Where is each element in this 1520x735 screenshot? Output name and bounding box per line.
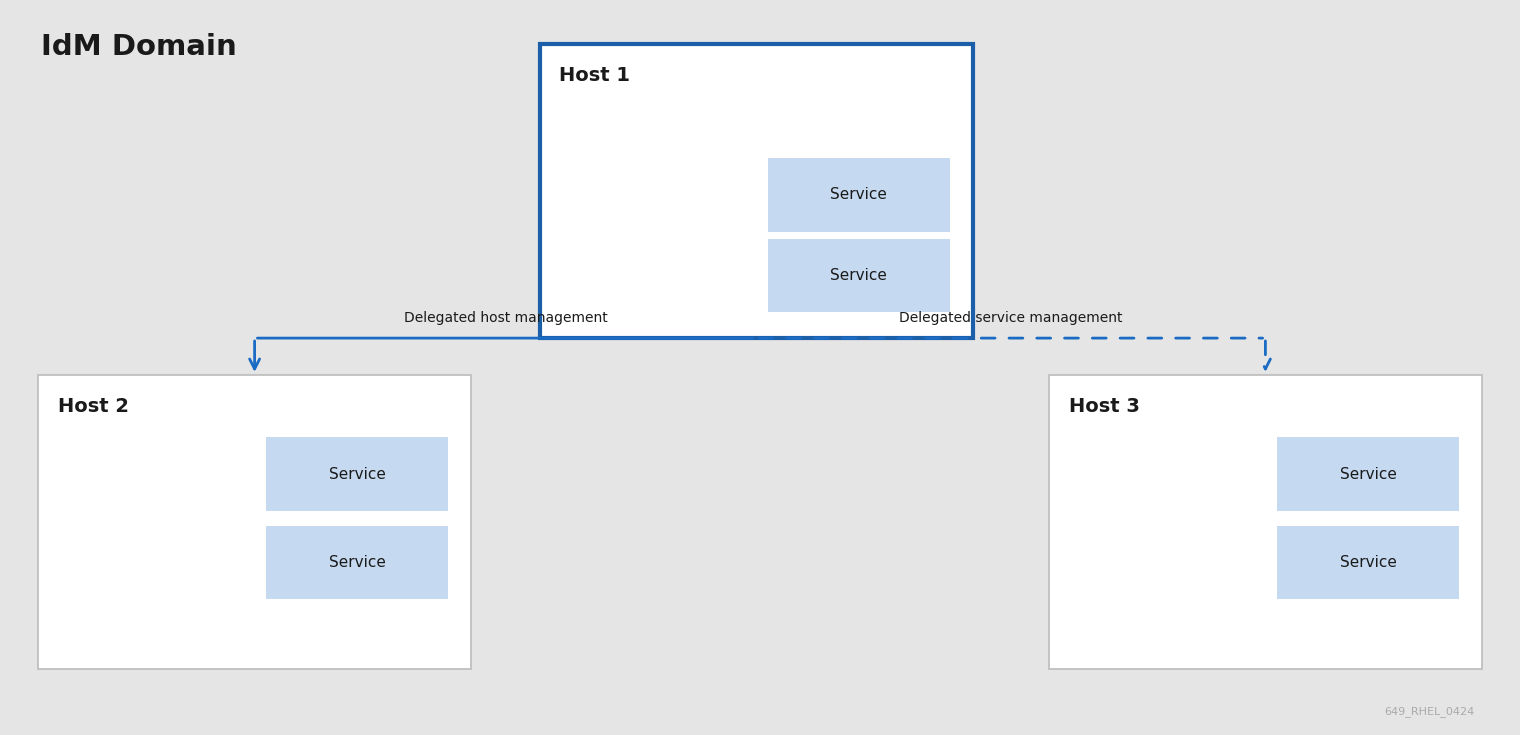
- FancyBboxPatch shape: [540, 44, 973, 338]
- FancyBboxPatch shape: [768, 239, 950, 312]
- FancyBboxPatch shape: [768, 158, 950, 232]
- Text: Service: Service: [1339, 467, 1397, 481]
- Text: Service: Service: [328, 555, 386, 570]
- Text: Host 2: Host 2: [58, 397, 129, 416]
- Text: Host 3: Host 3: [1069, 397, 1140, 416]
- FancyBboxPatch shape: [1277, 526, 1459, 599]
- FancyBboxPatch shape: [266, 526, 448, 599]
- Text: Service: Service: [1339, 555, 1397, 570]
- Text: Delegated host management: Delegated host management: [403, 311, 608, 325]
- Text: Host 1: Host 1: [559, 66, 631, 85]
- Text: Delegated service management: Delegated service management: [898, 311, 1123, 325]
- FancyBboxPatch shape: [1277, 437, 1459, 511]
- Text: IdM Domain: IdM Domain: [41, 33, 237, 61]
- FancyBboxPatch shape: [38, 375, 471, 669]
- Text: Service: Service: [830, 268, 888, 283]
- Text: 649_RHEL_0424: 649_RHEL_0424: [1385, 706, 1474, 717]
- FancyBboxPatch shape: [266, 437, 448, 511]
- Text: Service: Service: [328, 467, 386, 481]
- Text: Service: Service: [830, 187, 888, 202]
- FancyBboxPatch shape: [1049, 375, 1482, 669]
